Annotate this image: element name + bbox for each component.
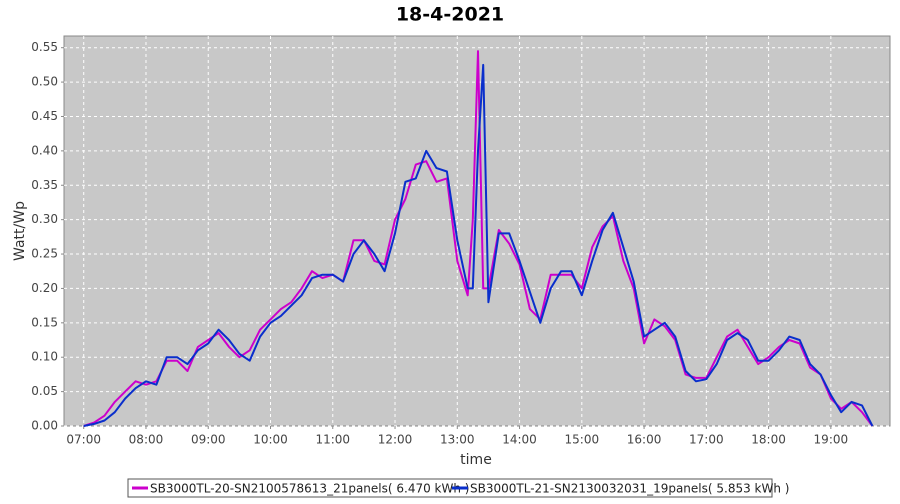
y-tick-label: 0.50	[31, 75, 58, 89]
y-tick-label: 0.30	[31, 212, 58, 226]
y-tick-label: 0.10	[31, 350, 58, 364]
x-tick-label: 08:00	[129, 433, 164, 447]
x-tick-label: 07:00	[66, 433, 101, 447]
x-tick-label: 10:00	[253, 433, 288, 447]
legend-label: SB3000TL-21-SN2130032031_19panels( 5.853…	[470, 482, 789, 496]
y-tick-label: 0.00	[31, 419, 58, 433]
x-tick-label: 11:00	[315, 433, 350, 447]
y-axis-label: Watt/Wp	[12, 201, 28, 261]
x-tick-label: 18:00	[751, 433, 786, 447]
x-tick-label: 09:00	[191, 433, 226, 447]
y-tick-label: 0.40	[31, 143, 58, 157]
y-tick-label: 0.25	[31, 247, 58, 261]
y-tick-label: 0.45	[31, 109, 58, 123]
y-tick-label: 0.15	[31, 315, 58, 329]
x-tick-label: 16:00	[627, 433, 662, 447]
legend-box	[127, 478, 773, 498]
series-line	[83, 50, 874, 427]
y-tick-label: 0.20	[31, 281, 58, 295]
y-tick-label: 0.55	[31, 40, 58, 54]
x-tick-label: 14:00	[502, 433, 537, 447]
x-axis-label: time	[460, 452, 492, 468]
x-tick-label: 15:00	[565, 433, 600, 447]
x-tick-label: 13:00	[440, 433, 475, 447]
x-tick-label: 19:00	[814, 433, 849, 447]
series-line	[83, 63, 874, 427]
x-tick-label: 12:00	[378, 433, 413, 447]
y-tick-label: 0.05	[31, 384, 58, 398]
x-tick-label: 17:00	[689, 433, 724, 447]
y-tick-label: 0.35	[31, 178, 58, 192]
legend-label: SB3000TL-20-SN2100578613_21panels( 6.470…	[150, 482, 469, 496]
chart-title: 18-4-2021	[396, 4, 504, 26]
